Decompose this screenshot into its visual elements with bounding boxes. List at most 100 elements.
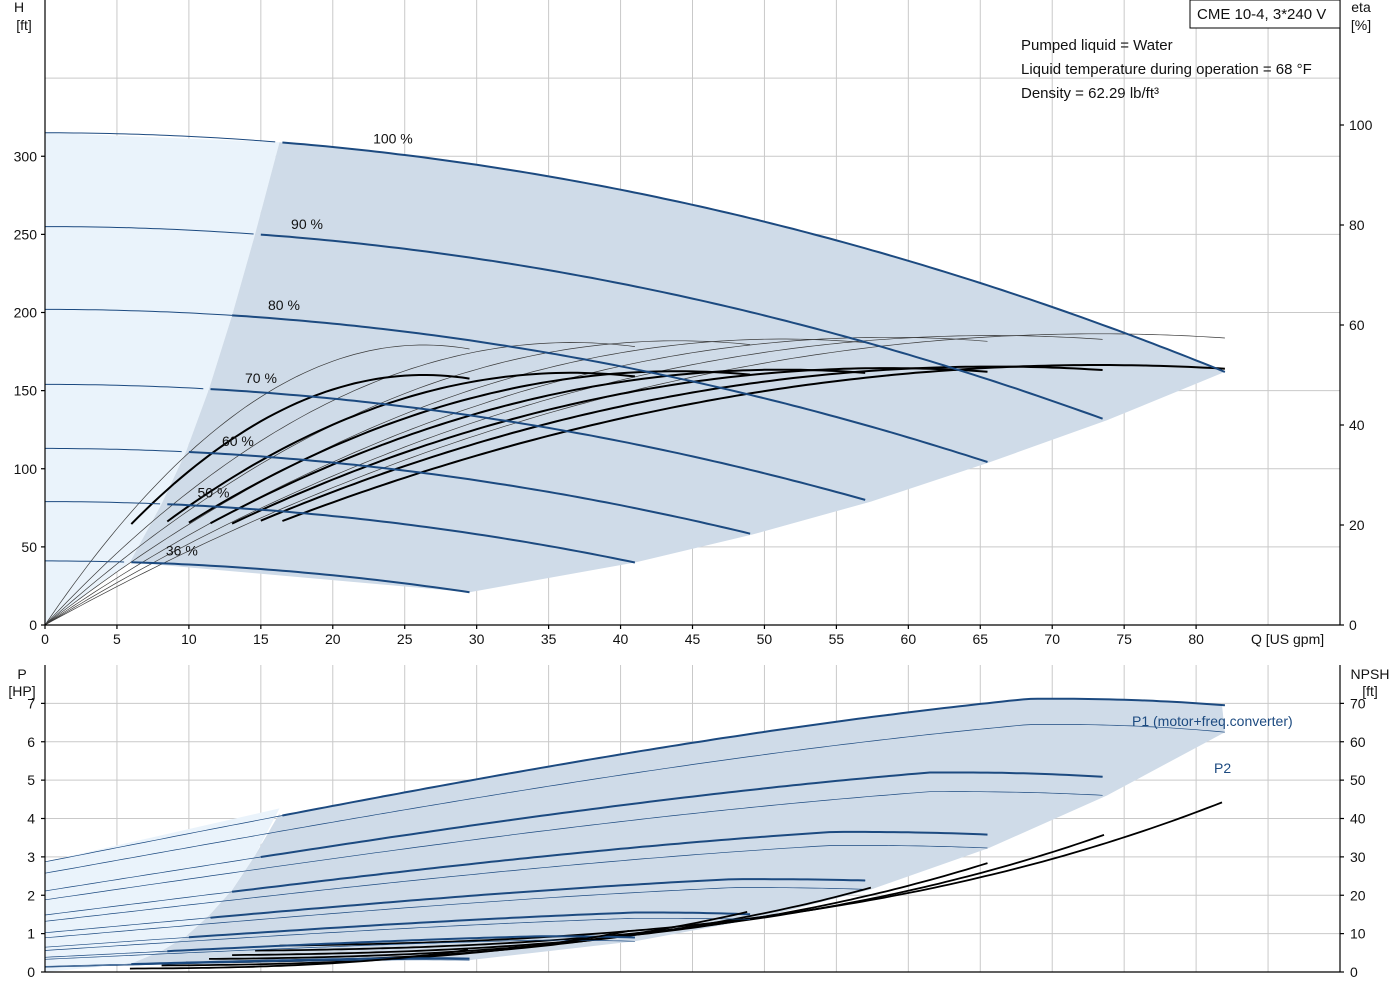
series-label-p1: P1 (motor+freq.converter) xyxy=(1132,713,1293,729)
y2-axis-unit-pct: [%] xyxy=(1351,17,1371,33)
npsh-curve xyxy=(129,949,469,970)
speed-label: 90 % xyxy=(291,216,323,232)
p1-power-curve xyxy=(231,830,988,893)
x-tick-label: 70 xyxy=(1044,631,1060,647)
efficiency-curve-thin xyxy=(44,336,988,626)
p2-power-curve-thin xyxy=(44,791,1103,901)
npsh-tick-label: 40 xyxy=(1350,811,1366,827)
y-axis-unit-hp: [HP] xyxy=(8,683,35,699)
x-tick-label: 20 xyxy=(325,631,341,647)
y-tick-label: 300 xyxy=(14,148,38,164)
p1-power-curve xyxy=(210,878,866,919)
power-operating-range xyxy=(129,698,1225,964)
y2-tick-label: 60 xyxy=(1349,317,1365,333)
x-tick-label: 30 xyxy=(469,631,485,647)
head-curve-low-flow xyxy=(45,383,204,390)
p2-power-curve-thin xyxy=(44,887,866,939)
series-label-p2: P2 xyxy=(1214,760,1231,776)
npsh-tick-label: 10 xyxy=(1350,926,1366,942)
npsh-tick-label: 50 xyxy=(1350,772,1366,788)
head-curve xyxy=(210,388,866,501)
head-curve xyxy=(167,503,636,564)
speed-label: 50 % xyxy=(198,485,230,501)
x-tick-label: 25 xyxy=(397,631,413,647)
y-tick-label: 200 xyxy=(14,305,38,321)
liquid-info-line-2: Liquid temperature during operation = 68… xyxy=(1021,61,1312,78)
efficiency-curve xyxy=(282,364,1225,522)
y-tick-label: 250 xyxy=(14,226,38,242)
efficiency-curve xyxy=(188,370,751,524)
x-tick-label: 65 xyxy=(972,631,988,647)
efficiency-curve xyxy=(166,371,635,523)
speed-label: 70 % xyxy=(245,370,277,386)
x-tick-label: 35 xyxy=(541,631,557,647)
x-tick-label: 15 xyxy=(253,631,269,647)
p1-power-curve xyxy=(188,911,751,939)
efficiency-curve xyxy=(260,365,1103,522)
y-axis-label-p: P xyxy=(17,666,26,682)
p2-power-curve-thin xyxy=(44,959,470,968)
y2-axis-label-npsh: NPSH xyxy=(1351,666,1390,682)
efficiency-curve xyxy=(130,374,470,525)
model-label-box xyxy=(1189,0,1341,29)
x-tick-label: 0 xyxy=(41,631,49,647)
x-tick-label: 80 xyxy=(1188,631,1204,647)
y-tick-label: 150 xyxy=(14,383,38,399)
p-tick-label: 2 xyxy=(27,887,35,903)
p-tick-label: 3 xyxy=(27,849,35,865)
y2-tick-label: 20 xyxy=(1349,517,1365,533)
p-tick-label: 5 xyxy=(27,772,35,788)
efficiency-curve-thin xyxy=(44,344,470,626)
model-label: CME 10-4, 3*240 V xyxy=(1197,6,1326,23)
head-curve-low-flow xyxy=(45,226,254,235)
speed-label: 60 % xyxy=(222,433,254,449)
npsh-tick-label: 30 xyxy=(1350,849,1366,865)
npsh-tick-label: 20 xyxy=(1350,887,1366,903)
p2-power-curve-thin xyxy=(44,939,635,960)
head-curve xyxy=(131,561,470,594)
y2-tick-label: 40 xyxy=(1349,417,1365,433)
p-tick-label: 0 xyxy=(27,964,35,980)
x-tick-label: 75 xyxy=(1116,631,1132,647)
npsh-tick-label: 0 xyxy=(1350,964,1358,980)
power-low-flow-region xyxy=(45,808,280,972)
head-curve xyxy=(232,314,988,463)
x-tick-label: 10 xyxy=(181,631,197,647)
y-tick-label: 50 xyxy=(21,539,37,555)
x-tick-label: 45 xyxy=(685,631,701,647)
p-tick-label: 4 xyxy=(27,811,35,827)
p2-power-curve-thin xyxy=(44,917,751,951)
x-tick-label: 60 xyxy=(901,631,917,647)
p1-power-curve xyxy=(282,697,1225,817)
y2-axis-label-eta: eta xyxy=(1351,0,1371,15)
y-tick-label: 0 xyxy=(29,617,37,633)
p-tick-label: 1 xyxy=(27,926,35,942)
head-curve-low-flow xyxy=(45,447,182,453)
y2-tick-label: 0 xyxy=(1349,617,1357,633)
liquid-info-line-3: Density = 62.29 lb/ft³ xyxy=(1021,85,1159,102)
operating-range xyxy=(129,142,1225,593)
p2-power-curve-thin xyxy=(44,724,1225,874)
efficiency-curve xyxy=(210,368,866,525)
p1-power-curve xyxy=(167,935,635,953)
p1-power-curve xyxy=(260,771,1103,858)
speed-label: 100 % xyxy=(373,130,413,146)
p-tick-label: 7 xyxy=(27,695,35,711)
head-curve-low-flow xyxy=(45,501,161,505)
head-curve-low-flow xyxy=(45,560,125,563)
p1-power-curve xyxy=(131,957,470,966)
y2-tick-label: 80 xyxy=(1349,217,1365,233)
efficiency-curve-thin xyxy=(44,335,1103,626)
speed-label: 36 % xyxy=(166,542,198,558)
y-axis-unit-ft: [ft] xyxy=(16,17,32,33)
head-curve xyxy=(260,233,1103,420)
speed-label: 80 % xyxy=(268,297,300,313)
head-curve xyxy=(188,451,751,535)
head-curve-low-flow xyxy=(45,132,276,143)
liquid-info-line-1: Pumped liquid = Water xyxy=(1021,37,1173,54)
x-tick-label: 55 xyxy=(829,631,845,647)
p-tick-label: 6 xyxy=(27,734,35,750)
p2-power-curve-thin xyxy=(44,845,988,922)
